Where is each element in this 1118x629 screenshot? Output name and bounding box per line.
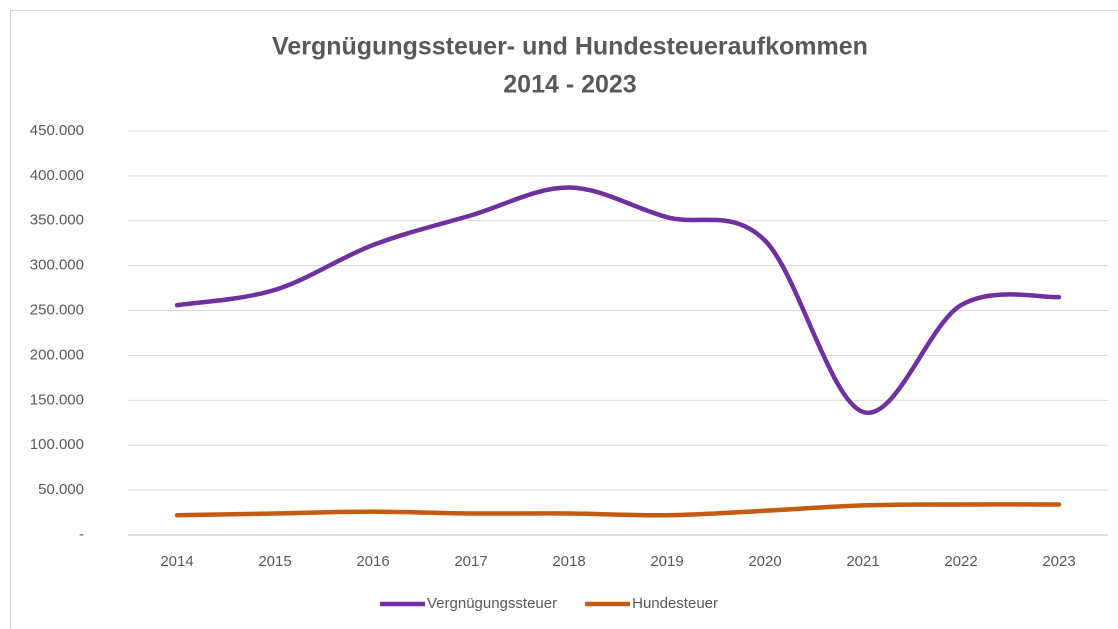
x-tick-label: 2015 [258, 553, 291, 570]
x-tick-label: 2022 [944, 553, 977, 570]
x-tick-label: 2014 [160, 553, 193, 570]
chart-frame [10, 10, 1118, 629]
line-series [174, 502, 1062, 518]
chart-title: Vergnügungssteuer- und Hundesteueraufkom… [272, 33, 868, 61]
x-tick-label: 2021 [846, 553, 879, 570]
x-tick-label: 2016 [356, 553, 389, 570]
y-tick-label: 100.000 [30, 436, 84, 453]
y-tick-label: 150.000 [30, 391, 84, 408]
x-tick-label: 2023 [1042, 553, 1075, 570]
y-tick-label: - [79, 526, 84, 543]
y-tick-label: 250.000 [30, 302, 84, 319]
x-tick-label: 2018 [552, 553, 585, 570]
x-tick-label: 2017 [454, 553, 487, 570]
x-tick-label: 2020 [748, 553, 781, 570]
y-tick-label: 450.000 [30, 122, 84, 139]
x-tick-label: 2019 [650, 553, 683, 570]
y-tick-label: 300.000 [30, 257, 84, 274]
y-tick-label: 200.000 [30, 346, 84, 363]
y-tick-label: 350.000 [30, 212, 84, 229]
legend-label: Vergnügungssteuer [427, 595, 557, 612]
y-tick-label: 50.000 [38, 481, 84, 498]
chart-subtitle: 2014 - 2023 [503, 71, 636, 99]
legend-label: Hundesteuer [632, 595, 718, 612]
line-series [174, 185, 1062, 415]
y-tick-label: 400.000 [30, 167, 84, 184]
